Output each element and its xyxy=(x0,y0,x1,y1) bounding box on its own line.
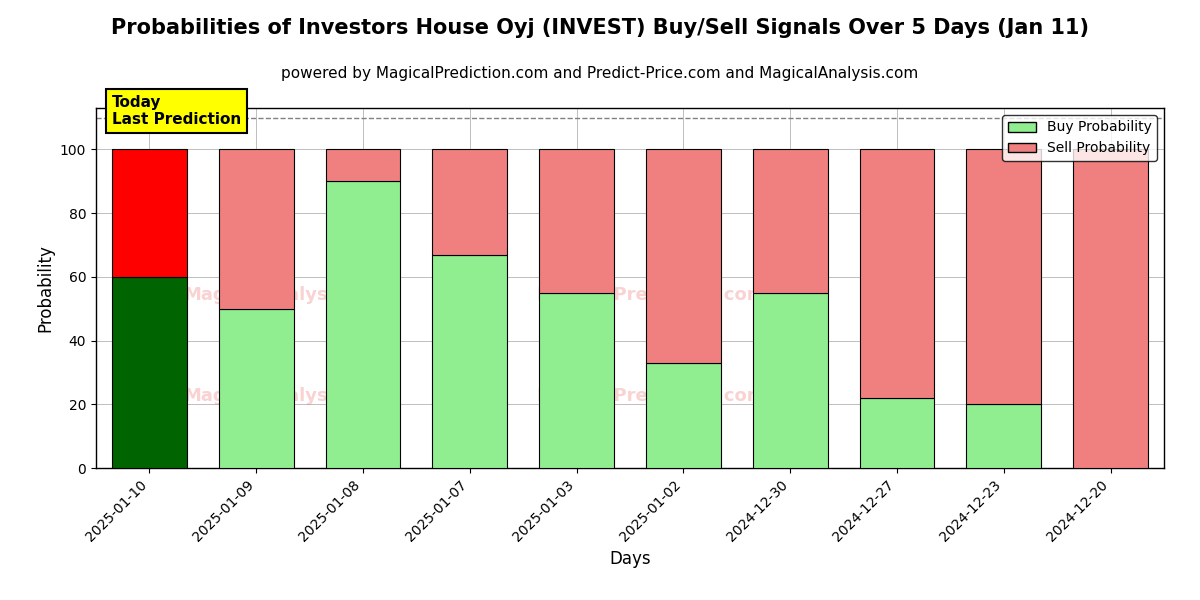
Bar xyxy=(539,149,614,293)
Bar xyxy=(325,181,401,468)
Bar xyxy=(859,149,935,398)
Text: Probabilities of Investors House Oyj (INVEST) Buy/Sell Signals Over 5 Days (Jan : Probabilities of Investors House Oyj (IN… xyxy=(112,18,1090,38)
Bar xyxy=(432,254,508,468)
Legend: Buy Probability, Sell Probability: Buy Probability, Sell Probability xyxy=(1002,115,1157,161)
Bar xyxy=(859,398,935,468)
Text: MagicalAnalysis.com: MagicalAnalysis.com xyxy=(184,387,394,405)
Bar xyxy=(432,149,508,254)
Bar xyxy=(1073,149,1148,468)
Bar xyxy=(112,149,187,277)
Text: MagicalPrediction.com: MagicalPrediction.com xyxy=(536,387,766,405)
Y-axis label: Probability: Probability xyxy=(36,244,54,332)
Bar xyxy=(539,293,614,468)
Bar xyxy=(218,149,294,309)
Text: MagicalAnalysis.com: MagicalAnalysis.com xyxy=(184,286,394,304)
X-axis label: Days: Days xyxy=(610,550,650,568)
Bar xyxy=(752,293,828,468)
Bar xyxy=(112,277,187,468)
Bar xyxy=(752,149,828,293)
Bar xyxy=(218,309,294,468)
Bar xyxy=(966,149,1042,404)
Bar xyxy=(646,149,721,363)
Text: Today
Last Prediction: Today Last Prediction xyxy=(112,95,241,127)
Text: MagicalPrediction.com: MagicalPrediction.com xyxy=(536,286,766,304)
Text: powered by MagicalPrediction.com and Predict-Price.com and MagicalAnalysis.com: powered by MagicalPrediction.com and Pre… xyxy=(281,66,919,81)
Bar xyxy=(325,149,401,181)
Bar xyxy=(646,363,721,468)
Bar xyxy=(966,404,1042,468)
